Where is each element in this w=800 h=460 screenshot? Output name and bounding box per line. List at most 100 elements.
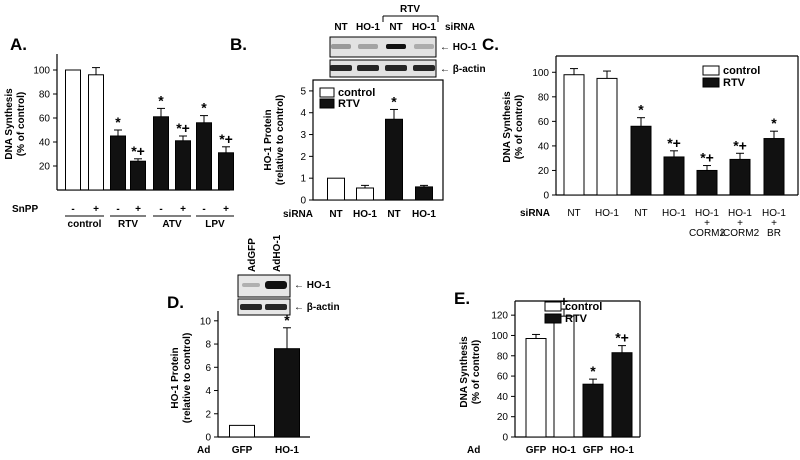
blot-band-actin (357, 65, 379, 71)
blot-band-actin (265, 304, 287, 310)
blot-row-label: siRNA (445, 22, 475, 33)
x-category-label: HO-1 (662, 208, 686, 219)
panel-label: C. (482, 35, 499, 54)
y-axis-label: (relative to control) (182, 333, 193, 424)
blot-lane-label: AdHO-1 (272, 234, 283, 272)
group-label: LPV (205, 219, 225, 230)
bar (630, 125, 652, 196)
x-category-label: BR (767, 228, 781, 239)
blot-strip-actin (237, 298, 291, 316)
x-category-label: + (771, 218, 777, 229)
blot-band-ho1 (242, 283, 260, 287)
y-tick-label: 8 (205, 340, 211, 351)
panel-label: D. (167, 293, 184, 312)
x-category-label: GFP (232, 445, 253, 456)
bar (88, 74, 104, 191)
bar (153, 116, 169, 191)
blot-band-ho1 (265, 281, 287, 289)
blot-lane-label: HO-1 (356, 22, 380, 33)
y-tick-label: 40 (39, 138, 51, 149)
snpp-sign: + (180, 204, 186, 215)
significance-marker: * (201, 100, 207, 116)
legend-label-control: control (338, 87, 375, 99)
y-tick-label: 40 (497, 392, 509, 403)
y-axis-label: DNA Synthesis (4, 88, 15, 160)
significance-marker: *+ (131, 143, 145, 159)
y-axis-label: DNA Synthesis (459, 336, 470, 408)
y-axis-label: (relative to control) (275, 95, 286, 186)
bar (196, 122, 212, 191)
legend-label-rtv: RTV (565, 313, 588, 325)
y-tick-label: 40 (538, 141, 550, 152)
snpp-sign: - (116, 204, 119, 215)
bar (663, 156, 685, 196)
row-label: Ad (467, 445, 480, 456)
x-category-label: GFP (583, 445, 604, 456)
blot-band-ho1 (331, 44, 351, 49)
x-category-label: HO-1 (275, 445, 299, 456)
bar (356, 187, 374, 201)
bar (65, 69, 81, 191)
significance-marker: * (284, 312, 290, 328)
y-tick-label: 80 (39, 90, 51, 101)
bar (385, 118, 403, 201)
x-category-label: iCORM2 (721, 228, 760, 239)
x-category-label: + (704, 218, 710, 229)
bar (229, 424, 255, 438)
panel-label: E. (454, 289, 470, 308)
y-tick-label: 5 (300, 86, 306, 97)
y-tick-label: 80 (497, 351, 509, 362)
y-tick-label: 20 (497, 412, 509, 423)
legend-label-control: control (723, 65, 760, 77)
group-label: control (68, 219, 102, 230)
y-tick-label: 2 (300, 152, 306, 163)
y-tick-label: 0 (502, 433, 508, 444)
y-tick-label: 60 (538, 117, 550, 128)
snpp-sign: - (159, 204, 162, 215)
legend-swatch-rtv (702, 77, 720, 88)
y-tick-label: 2 (205, 409, 211, 420)
bar (525, 338, 547, 438)
legend-swatch-control (544, 301, 562, 312)
blot-band-label: ← β-actin (440, 64, 486, 75)
y-tick-label: 0 (205, 433, 211, 444)
legend-label-control: control (565, 301, 602, 313)
y-tick-label: 120 (491, 311, 508, 322)
snpp-sign: - (202, 204, 205, 215)
bar (553, 315, 575, 438)
significance-marker: *+ (615, 330, 629, 346)
y-tick-label: 0 (300, 196, 306, 207)
significance-marker: * (590, 363, 596, 379)
y-axis-label: (% of control) (471, 340, 482, 404)
x-category-label: + (737, 218, 743, 229)
y-tick-label: 60 (497, 372, 509, 383)
bar (763, 138, 785, 196)
bar (596, 77, 618, 196)
x-category-label: HO-1 (412, 209, 436, 220)
row-label: siRNA (520, 208, 550, 219)
y-tick-label: 100 (491, 331, 508, 342)
panel-label: A. (10, 35, 27, 54)
blot-band-actin (413, 65, 435, 71)
y-tick-label: 4 (300, 108, 306, 119)
y-tick-label: 3 (300, 130, 306, 141)
legend-swatch-control (702, 65, 720, 76)
x-category-label: NT (567, 208, 580, 219)
bar (415, 186, 433, 201)
y-tick-label: 100 (532, 68, 549, 79)
y-tick-label: 4 (205, 386, 211, 397)
bar (582, 383, 604, 438)
blot-band-actin (330, 65, 352, 71)
bar (218, 152, 234, 191)
snpp-sign: + (93, 204, 99, 215)
y-tick-label: 20 (538, 166, 550, 177)
x-category-label: HO-1 (595, 208, 619, 219)
significance-marker: *+ (219, 131, 233, 147)
y-tick-label: 6 (205, 363, 211, 374)
x-category-label: CORM2 (689, 228, 726, 239)
blot-group-label: RTV (400, 4, 420, 15)
bar (327, 177, 345, 201)
plot-frame (312, 79, 444, 201)
bar (611, 352, 633, 438)
x-category-label: HO-1 (610, 445, 634, 456)
